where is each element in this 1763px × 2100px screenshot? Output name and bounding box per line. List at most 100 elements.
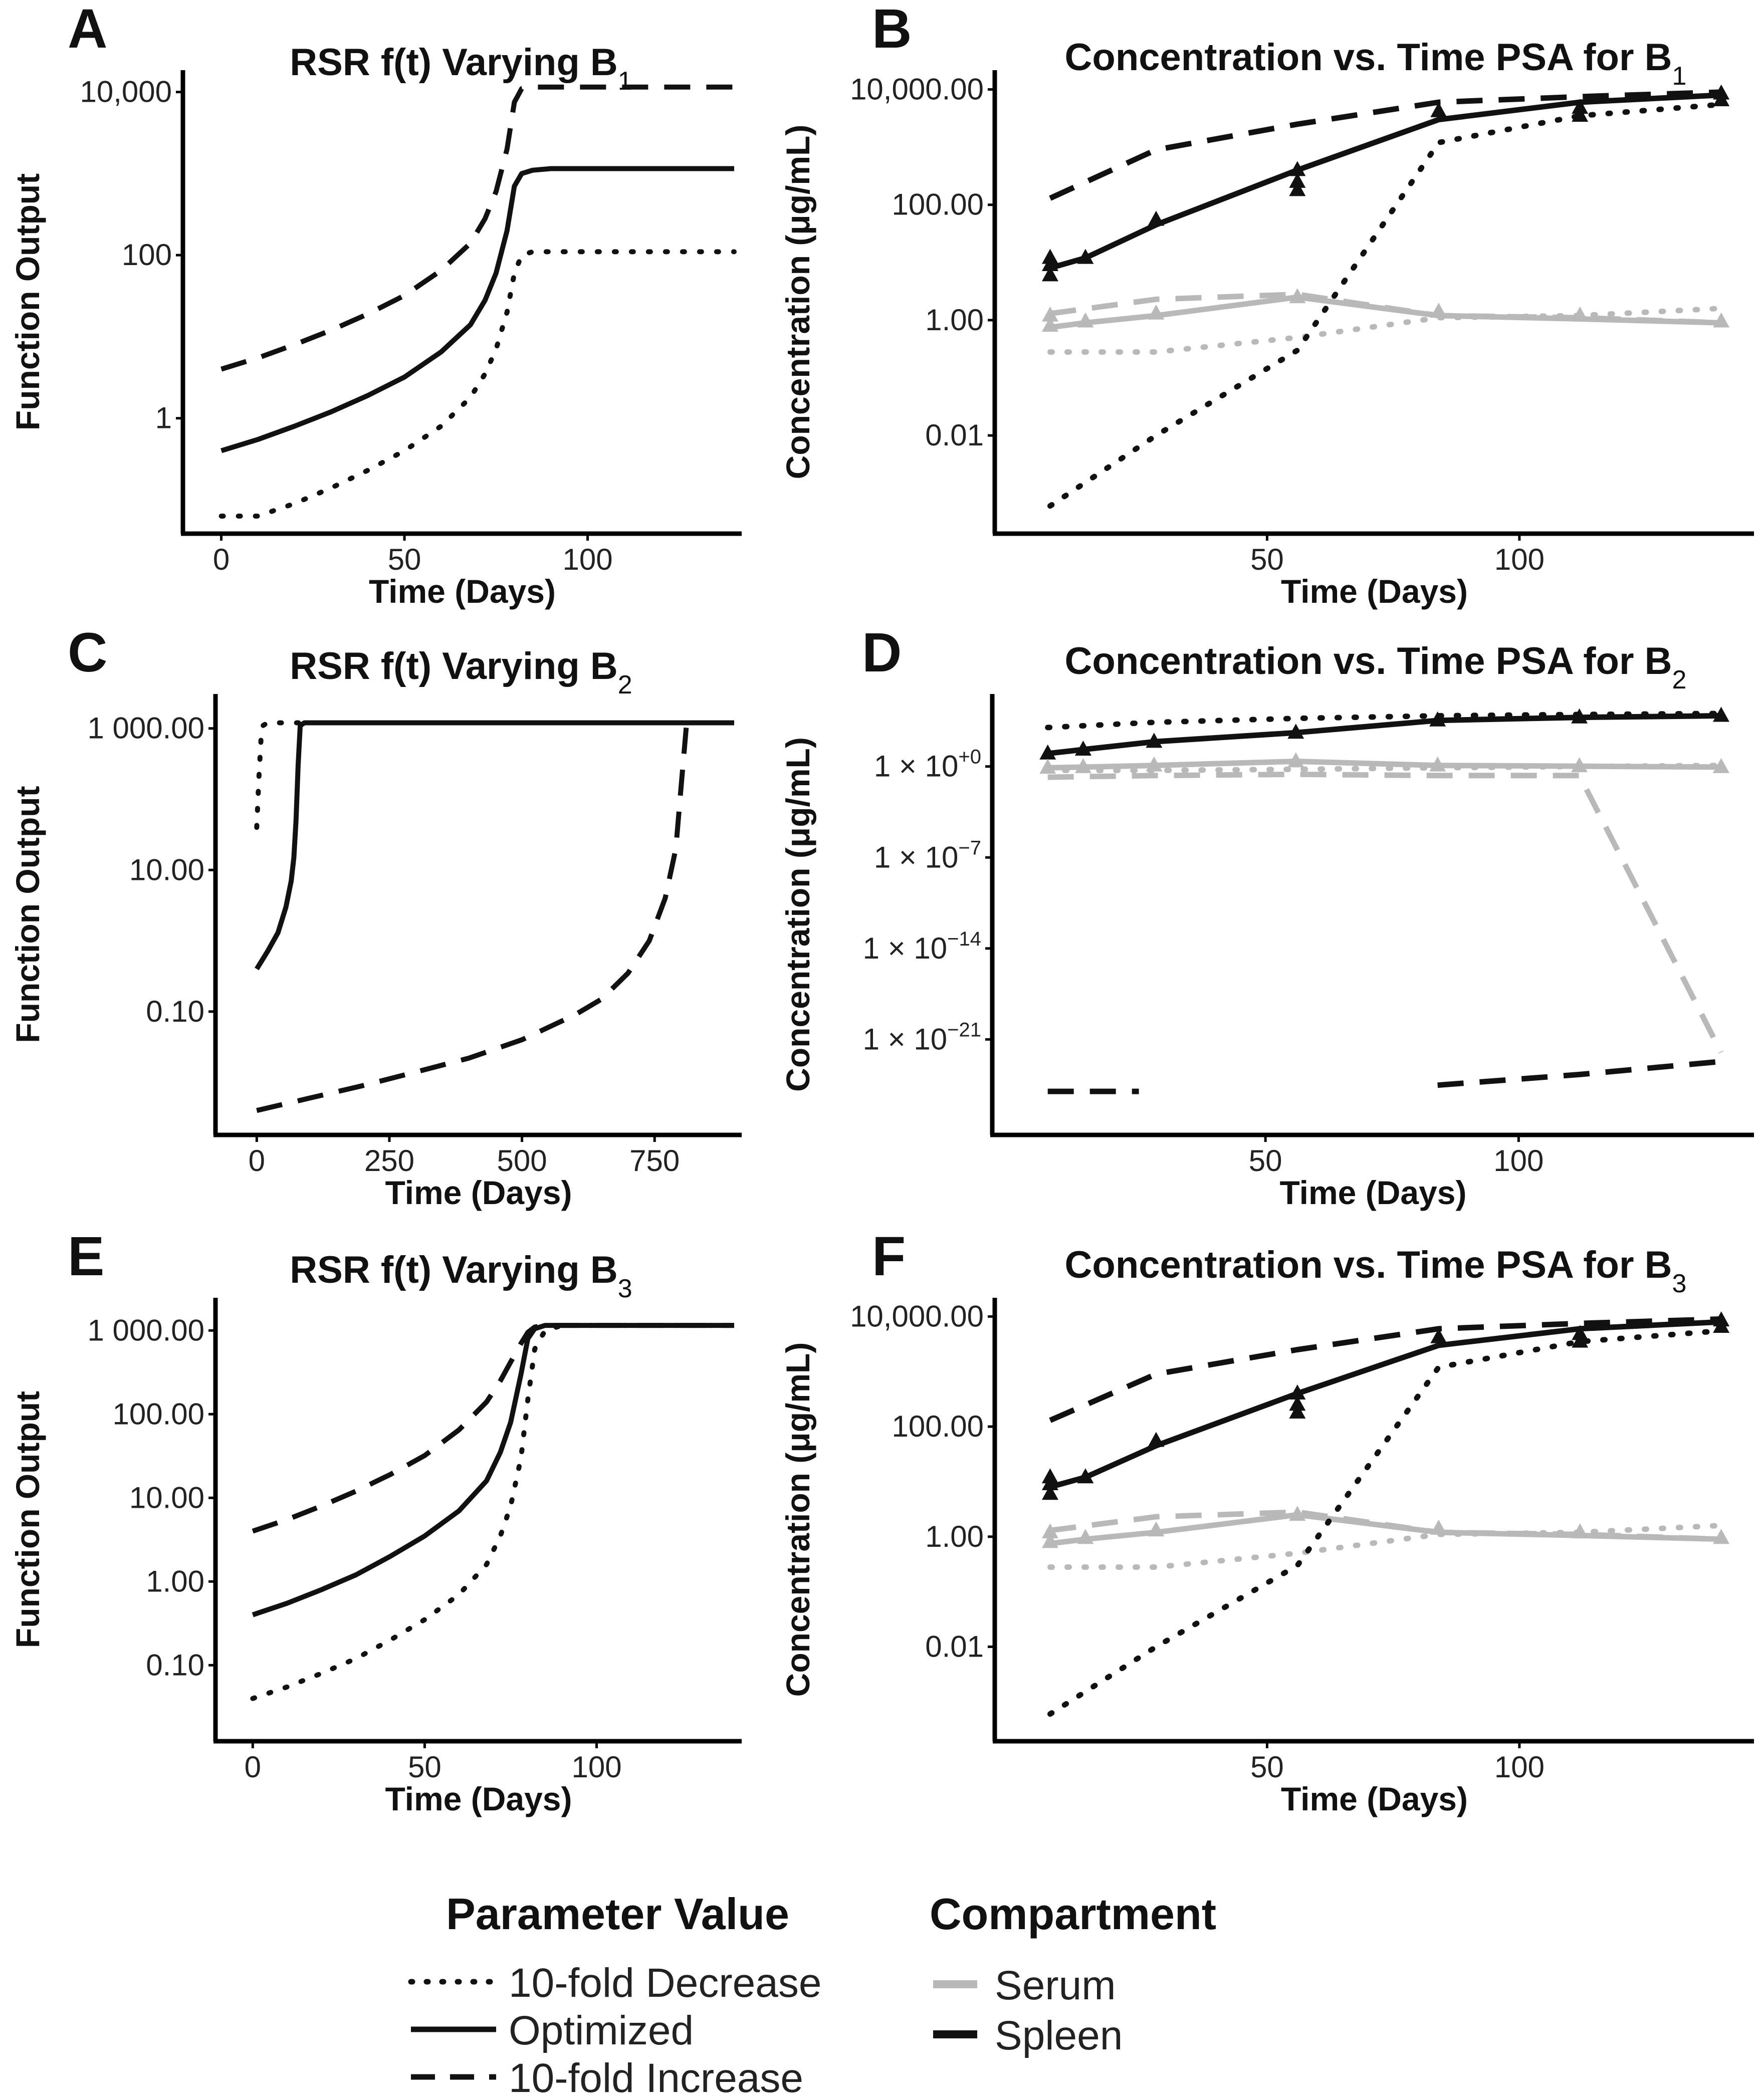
data-marker-spleen bbox=[1289, 181, 1306, 196]
data-marker-serum bbox=[1148, 304, 1165, 320]
x-tick-label: 50 bbox=[1249, 1144, 1282, 1178]
panel-letter-c: C bbox=[68, 622, 107, 683]
y-axis-title: Concentration (μg/mL) bbox=[779, 125, 816, 480]
data-marker-spleen bbox=[1571, 708, 1588, 724]
y-tick-label: 10.00 bbox=[129, 853, 204, 886]
data-marker-spleen bbox=[1289, 1404, 1306, 1419]
x-axis-title: Time (Days) bbox=[1281, 1780, 1468, 1817]
legend-label-spleen: Spleen bbox=[995, 2013, 1123, 2058]
legend-item-spleen: Spleen bbox=[933, 2013, 1123, 2058]
y-tick-exponent: +0 bbox=[958, 746, 981, 768]
legend-item-decrease: 10-fold Decrease bbox=[408, 1960, 821, 2006]
data-marker-serum bbox=[1572, 1523, 1589, 1539]
data-marker-serum bbox=[1041, 1523, 1058, 1539]
legend-item-optimized: Optimized bbox=[411, 2008, 694, 2053]
chart-title-main: Concentration vs. Time PSA for B bbox=[1065, 1244, 1672, 1286]
data-marker-serum bbox=[1713, 312, 1730, 328]
data-marker-spleen bbox=[1289, 1384, 1306, 1399]
data-marker-serum bbox=[1289, 1506, 1306, 1521]
chart-title: Concentration vs. Time PSA for B3 bbox=[1065, 1244, 1687, 1298]
chart-title-subscript: 1 bbox=[1672, 62, 1687, 91]
series-line-10-fold-decrease-serum bbox=[1045, 763, 1724, 773]
panel-letter-a: A bbox=[68, 0, 107, 60]
data-marker-serum bbox=[1287, 752, 1304, 768]
data-marker-serum bbox=[1712, 758, 1729, 773]
data-marker-serum bbox=[1077, 312, 1094, 328]
series-line-10-fold-decrease bbox=[218, 249, 737, 519]
data-marker-serum bbox=[1041, 306, 1058, 322]
panel-letter-e: E bbox=[68, 1226, 104, 1287]
data-marker-spleen bbox=[1430, 102, 1447, 117]
x-tick-label: 100 bbox=[1494, 1750, 1545, 1784]
y-tick-label: 1 000.00 bbox=[87, 1313, 204, 1347]
chart-title-subscript: 3 bbox=[618, 1274, 632, 1303]
chart-title-subscript: 2 bbox=[618, 670, 632, 699]
chart-title: RSR f(t) Varying B2 bbox=[290, 645, 632, 699]
x-tick-label: 100 bbox=[1493, 1144, 1544, 1178]
data-marker-serum bbox=[1289, 288, 1306, 304]
data-marker-serum bbox=[1571, 757, 1588, 773]
x-tick-label: 50 bbox=[388, 543, 421, 576]
series-line-10-fold-increase bbox=[252, 1323, 734, 1534]
x-tick-label: 100 bbox=[1494, 543, 1545, 576]
series-line-10-fold-decrease-spleen bbox=[1045, 711, 1724, 731]
x-tick-label: 50 bbox=[1250, 1750, 1284, 1784]
data-marker-spleen bbox=[1712, 707, 1729, 722]
y-tick-label: 1.00 bbox=[146, 1564, 204, 1598]
chart-title: Concentration vs. Time PSA for B2 bbox=[1065, 640, 1687, 694]
data-marker-serum bbox=[1430, 1519, 1447, 1535]
legend-parameter-title: Parameter Value bbox=[446, 1889, 789, 1939]
data-marker-serum bbox=[1041, 1533, 1058, 1548]
data-marker-spleen bbox=[1713, 1311, 1730, 1327]
legend: Parameter Value 10-fold Decrease Optimiz… bbox=[408, 1889, 1216, 2100]
data-marker-serum bbox=[1713, 1529, 1730, 1544]
y-axis-title: Function Output bbox=[9, 1391, 46, 1648]
series-line-10-fold-increase bbox=[221, 84, 734, 372]
panel-letter-f: F bbox=[872, 1226, 906, 1287]
y-tick-label: 1 × 10+0 bbox=[874, 746, 981, 783]
data-marker-serum bbox=[1039, 759, 1056, 774]
series-line-10-fold-decrease-serum bbox=[1047, 305, 1724, 355]
data-marker-spleen bbox=[1077, 249, 1094, 264]
series-line-10-fold-decrease bbox=[250, 1323, 737, 1701]
panel-d: D Concentration vs. Time PSA for B2 50 100 1… bbox=[779, 622, 1754, 1211]
legend-label-optimized: Optimized bbox=[509, 2008, 694, 2053]
x-axis-title: Time (Days) bbox=[385, 1174, 572, 1211]
y-axis-title: Function Output bbox=[9, 786, 46, 1043]
data-marker-serum bbox=[1148, 1521, 1165, 1537]
data-marker-spleen bbox=[1041, 1468, 1058, 1484]
chart-title: RSR f(t) Varying B1 bbox=[290, 41, 632, 96]
y-tick-label: 10.00 bbox=[129, 1481, 204, 1514]
y-tick-exponent: −7 bbox=[958, 837, 981, 859]
legend-item-serum: Serum bbox=[933, 1963, 1116, 2008]
y-tick-label: 1 bbox=[155, 401, 172, 435]
y-tick-label: 0.10 bbox=[146, 995, 204, 1028]
y-tick-exponent: −14 bbox=[947, 928, 981, 950]
panel-letter-b: B bbox=[872, 0, 912, 60]
data-marker-spleen bbox=[1572, 106, 1589, 122]
data-marker-spleen bbox=[1572, 1332, 1589, 1348]
chart-title-subscript: 1 bbox=[618, 67, 632, 96]
series-line-10-fold-decrease-spleen bbox=[1047, 1328, 1724, 1717]
x-tick-label: 100 bbox=[571, 1750, 621, 1784]
data-marker-spleen bbox=[1572, 1325, 1589, 1340]
chart-title-main: Concentration vs. Time PSA for B bbox=[1065, 640, 1672, 682]
y-tick-label: 10,000 bbox=[80, 75, 172, 109]
series-line-optimized-spleen bbox=[1049, 1319, 1721, 1490]
x-axis-title: Time (Days) bbox=[1281, 573, 1468, 610]
y-axis-title: Function Output bbox=[9, 173, 46, 430]
legend-label-decrease: 10-fold Decrease bbox=[509, 1960, 821, 2006]
y-tick-label: 100.00 bbox=[892, 1410, 984, 1443]
data-marker-spleen bbox=[1148, 210, 1165, 226]
legend-compartment-title: Compartment bbox=[930, 1889, 1216, 1939]
chart-title-main: Concentration vs. Time PSA for B bbox=[1065, 36, 1672, 79]
y-tick-label: 100 bbox=[122, 238, 172, 272]
x-tick-label: 50 bbox=[408, 1750, 442, 1784]
data-marker-spleen bbox=[1429, 711, 1446, 727]
legend-label-increase: 10-fold Increase bbox=[509, 2055, 803, 2100]
x-tick-label: 750 bbox=[629, 1144, 680, 1178]
chart-title-main: RSR f(t) Varying B bbox=[290, 41, 618, 84]
y-tick-label: 100.00 bbox=[892, 188, 984, 221]
